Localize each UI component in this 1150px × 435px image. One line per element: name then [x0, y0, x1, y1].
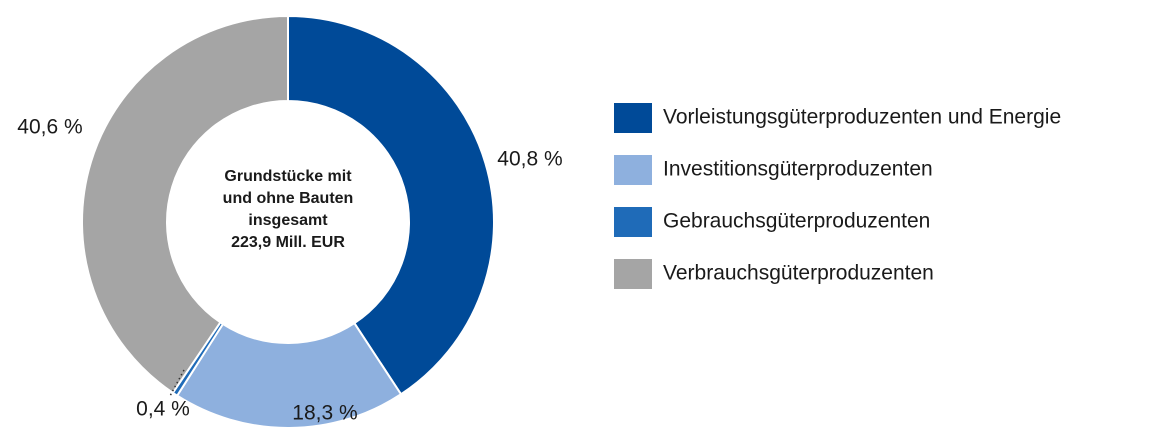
- donut-slice: [287, 14, 495, 396]
- legend-label: Vorleistungsgüterproduzenten und Energie: [663, 106, 1061, 129]
- donut-slice: [81, 14, 289, 395]
- center-text: Grundstücke mit: [224, 168, 352, 185]
- value-label: 18,3 %: [292, 402, 357, 425]
- center-text: 223,9 Mill. EUR: [231, 234, 345, 251]
- legend-swatch: [614, 259, 652, 289]
- center-text: insgesamt: [248, 212, 328, 229]
- value-label: 40,6 %: [17, 116, 82, 139]
- legend-label: Investitionsgüterproduzenten: [663, 158, 933, 181]
- legend-label: Verbrauchsgüterproduzenten: [663, 262, 934, 285]
- legend-label: Gebrauchsgüterproduzenten: [663, 210, 930, 233]
- legend-swatch: [614, 103, 652, 133]
- value-label: 40,8 %: [497, 148, 562, 171]
- legend-swatch: [614, 207, 652, 237]
- legend-swatch: [614, 155, 652, 185]
- value-label: 0,4 %: [136, 398, 190, 421]
- center-text: und ohne Bauten: [223, 190, 354, 207]
- leader-line: [169, 369, 185, 397]
